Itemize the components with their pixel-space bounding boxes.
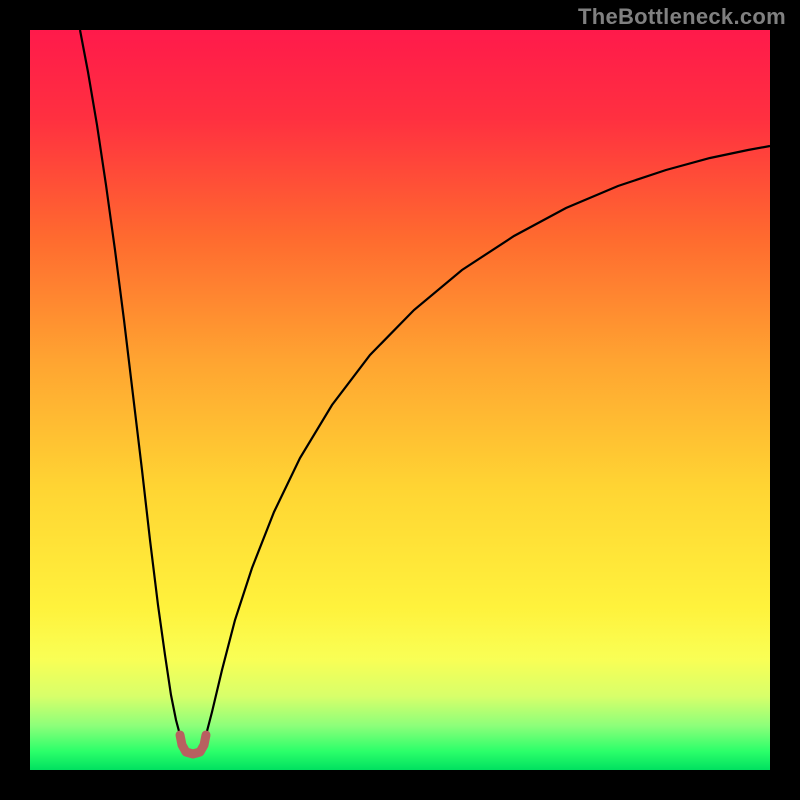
chart-stage: TheBottleneck.com bbox=[0, 0, 800, 800]
watermark-text: TheBottleneck.com bbox=[578, 4, 786, 30]
plot-background bbox=[30, 30, 770, 770]
chart-svg bbox=[0, 0, 800, 800]
